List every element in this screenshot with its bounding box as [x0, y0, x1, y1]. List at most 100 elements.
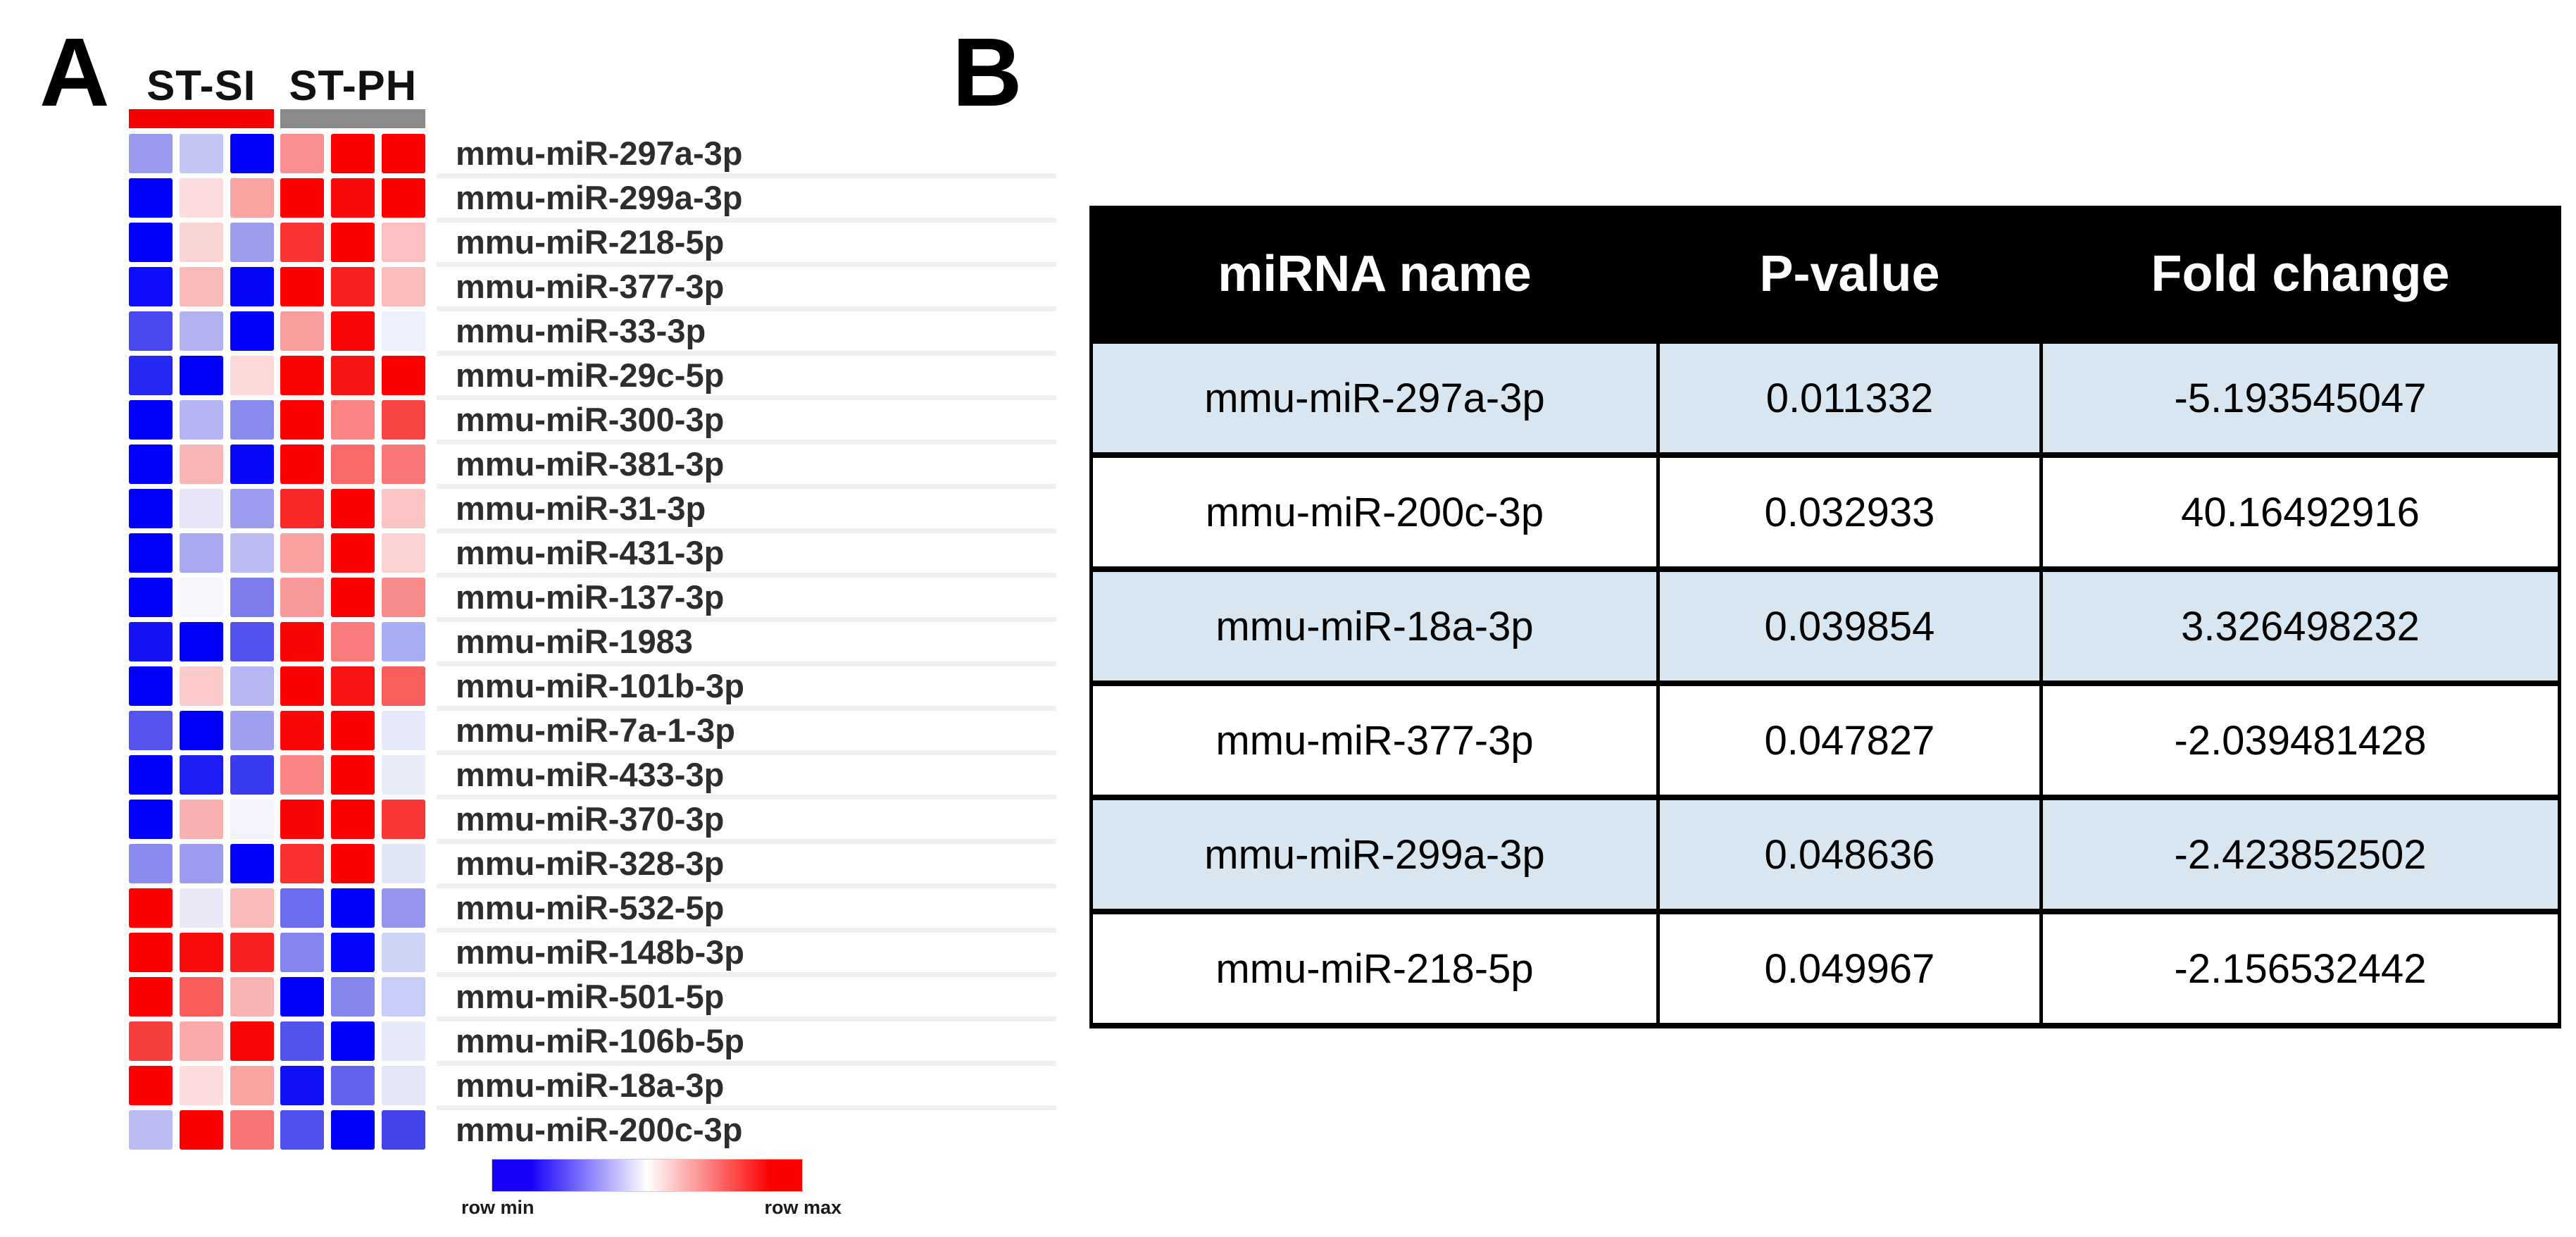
heatmap-cell [230, 134, 274, 173]
table-row: mmu-miR-377-3p 0.047827 -2.039481428 [1089, 680, 2561, 800]
heatmap-cell [230, 533, 274, 573]
heatmap-cell [179, 888, 223, 928]
heatmap-cell [179, 977, 223, 1017]
heatmap-cell [280, 311, 325, 351]
table-header-row: miRNA name P-value Fold change [1089, 206, 2561, 343]
heatmap-cell [230, 977, 274, 1017]
row-separator-stripe [437, 661, 1056, 666]
heatmap-cell [179, 800, 223, 839]
heatmap-cell [129, 267, 173, 306]
mirna-results-table: miRNA name P-value Fold change mmu-miR-297… [1089, 206, 2561, 1028]
heatmap-row-label: mmu-miR-18a-3p [456, 1067, 725, 1104]
heatmap-cell [230, 267, 274, 306]
heatmap-cell [129, 400, 173, 440]
heatmap-row-label: mmu-miR-297a-3p [456, 135, 743, 172]
row-separator-stripe [437, 839, 1056, 844]
heatmap-cell [179, 356, 223, 395]
heatmap-cell [280, 356, 325, 395]
heatmap-cell [331, 622, 375, 661]
heatmap-cell [331, 445, 375, 484]
row-separator-stripe [437, 972, 1056, 977]
heatmap-cell [230, 178, 274, 218]
row-separator-stripe [437, 617, 1056, 622]
heatmap-cell [230, 1110, 274, 1150]
heatmap-row-label: mmu-miR-101b-3p [456, 667, 745, 704]
row-separator-stripe [437, 928, 1056, 933]
row-separator-stripe [437, 351, 1056, 356]
heatmap-cell [179, 134, 223, 173]
heatmap-row-label: mmu-miR-1983 [456, 623, 693, 660]
heatmap-cell [280, 578, 325, 617]
heatmap-cell [129, 178, 173, 218]
heatmap-cell [280, 1066, 325, 1105]
mirna-name-cell: mmu-miR-200c-3p [1089, 452, 1660, 572]
heatmap-cell [382, 711, 425, 750]
heatmap-cell [280, 267, 325, 306]
heatmap-cell [230, 223, 274, 262]
heatmap-cell [382, 977, 425, 1017]
heatmap-cell [230, 933, 274, 972]
heatmap-cell [331, 1021, 375, 1061]
p-value-cell: 0.032933 [1656, 452, 2043, 572]
heatmap-row-label: mmu-miR-377-3p [456, 268, 725, 305]
heatmap-cell [331, 356, 375, 395]
heatmap-cell [331, 178, 375, 218]
heatmap-cell [280, 711, 325, 750]
heatmap-cell [230, 755, 274, 795]
heatmap-cell [230, 311, 274, 351]
heatmap-row-label: mmu-miR-433-3p [456, 756, 725, 793]
heatmap-cell [382, 578, 425, 617]
row-separator-stripe [437, 306, 1056, 311]
heatmap-row-label: mmu-miR-328-3p [456, 845, 725, 882]
heatmap-cell [179, 311, 223, 351]
group-label-st-ph: ST-PH [289, 62, 418, 109]
heatmap-row-label: mmu-miR-137-3p [456, 578, 725, 616]
p-value-cell: 0.048636 [1656, 795, 2043, 914]
heatmap-cell [280, 844, 325, 883]
heatmap-cell [280, 977, 325, 1017]
heatmap-cell [179, 445, 223, 484]
row-separator-stripe [437, 484, 1056, 489]
heatmap-cell [179, 223, 223, 262]
heatmap-cell [280, 888, 325, 928]
heatmap-cell [280, 622, 325, 661]
heatmap-cell [280, 533, 325, 573]
heatmap-cell [230, 1021, 274, 1061]
heatmap-cell [382, 666, 425, 706]
legend-row-min-label: row min [461, 1197, 534, 1218]
row-separator-stripe [437, 173, 1056, 178]
heatmap-cell [280, 1021, 325, 1061]
heatmap-cell [230, 844, 274, 883]
heatmap-row-label: mmu-miR-106b-5p [456, 1022, 745, 1059]
heatmap-cell [331, 311, 375, 351]
table-header-cell: miRNA name [1089, 206, 1660, 343]
heatmap-cell [331, 888, 375, 928]
heatmap-cell [382, 356, 425, 395]
table-row: mmu-miR-18a-3p 0.039854 3.326498232 [1089, 566, 2561, 686]
heatmap-cell [230, 445, 274, 484]
heatmap-cell [331, 134, 375, 173]
heatmap-cell [129, 1021, 173, 1061]
heatmap-cell [331, 844, 375, 883]
heatmap-cell [382, 400, 425, 440]
heatmap-cell [179, 267, 223, 306]
heatmap-cell [230, 578, 274, 617]
heatmap-cell [230, 489, 274, 528]
heatmap-cell [280, 800, 325, 839]
heatmap-cell [129, 223, 173, 262]
row-separator-stripe [437, 262, 1056, 267]
group-bar-st-si [129, 109, 274, 128]
heatmap-cell [129, 755, 173, 795]
heatmap-cell [179, 578, 223, 617]
heatmap-cell [331, 489, 375, 528]
row-separator-stripe [437, 1017, 1056, 1021]
heatmap-cell [331, 755, 375, 795]
heatmap-row-label: mmu-miR-381-3p [456, 445, 725, 483]
heatmap-row-label: mmu-miR-501-5p [456, 978, 725, 1015]
heatmap-cell [179, 711, 223, 750]
row-separator-stripe [437, 883, 1056, 888]
fold-change-cell: -2.423852502 [2039, 795, 2561, 914]
heatmap-row-label: mmu-miR-218-5p [456, 223, 725, 261]
heatmap-cell [331, 1110, 375, 1150]
mirna-name-cell: mmu-miR-297a-3p [1089, 338, 1660, 458]
